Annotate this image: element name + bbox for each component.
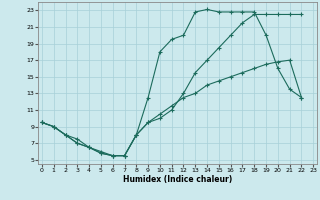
X-axis label: Humidex (Indice chaleur): Humidex (Indice chaleur): [123, 175, 232, 184]
